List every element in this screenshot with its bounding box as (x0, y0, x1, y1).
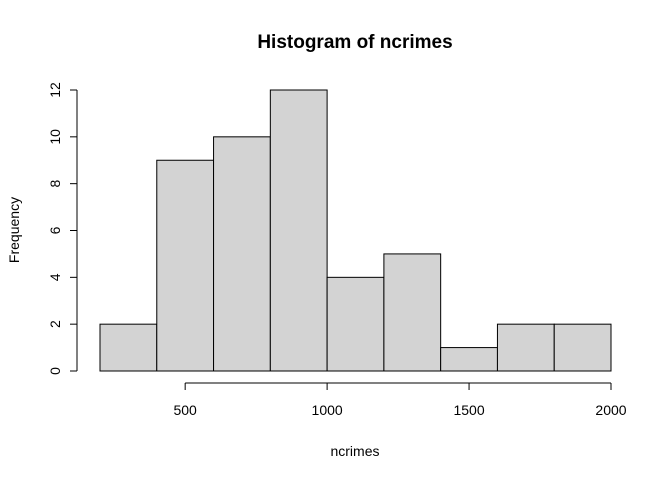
y-axis: 0 2 4 6 8 10 12 (47, 82, 78, 375)
histogram-bar-6 (440, 347, 498, 372)
histogram-bar-5 (383, 253, 442, 372)
x-axis-label: ncrimes (330, 443, 379, 459)
y-tick-label: 4 (47, 273, 63, 281)
bars-group (99, 89, 612, 372)
y-tick-label: 8 (47, 180, 63, 188)
x-tick-label: 2000 (595, 402, 626, 418)
x-tick-label: 500 (173, 402, 197, 418)
histogram-bar-7 (496, 323, 555, 372)
x-tick-label: 1500 (453, 402, 484, 418)
x-tick-label: 1000 (312, 402, 343, 418)
histogram-bar-0 (99, 323, 158, 372)
histogram-bar-4 (326, 276, 385, 372)
y-tick-label: 6 (47, 226, 63, 234)
y-tick-label: 2 (47, 320, 63, 328)
x-axis: 500 1000 1500 2000 (173, 382, 627, 418)
histogram-bar-2 (213, 136, 271, 372)
y-tick-label: 10 (47, 129, 63, 145)
y-axis-label: Frequency (6, 197, 22, 263)
histogram-bar-8 (553, 323, 612, 372)
histogram-bar-1 (156, 159, 215, 372)
chart-title: Histogram of ncrimes (257, 32, 452, 53)
y-tick-label: 12 (47, 82, 63, 98)
y-tick-label: 0 (47, 367, 63, 375)
histogram-bar-3 (269, 89, 328, 372)
